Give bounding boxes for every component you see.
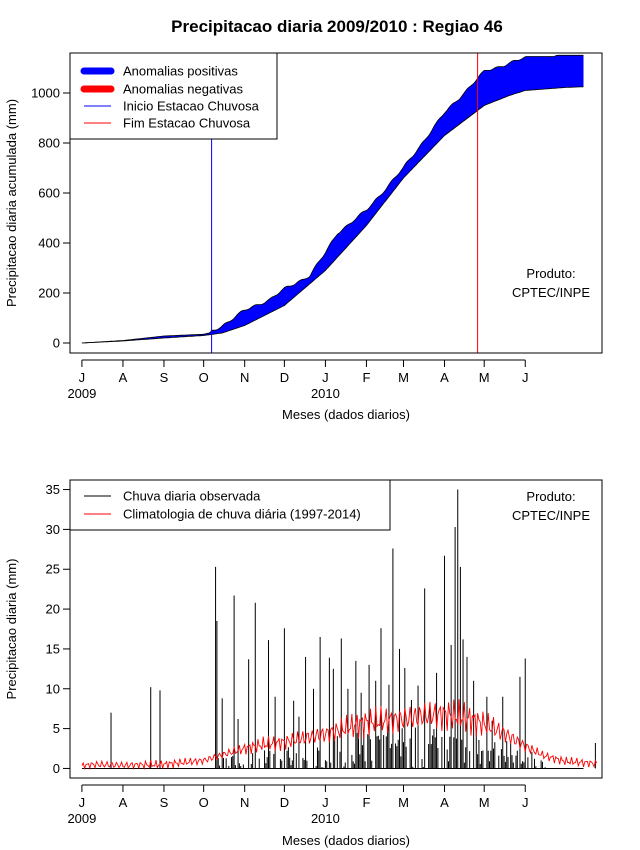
accumulated-product-label: Produto: [526, 266, 575, 281]
accumulated-y-tick-label: 0 [53, 336, 60, 351]
daily-x-tick-label: O [199, 795, 209, 810]
daily-x-tick-label: A [440, 795, 449, 810]
daily-x-tick-label: J [522, 795, 529, 810]
daily-legend-box [69, 479, 391, 531]
accumulated-y-tick-label: 1000 [31, 86, 60, 101]
accumulated-y-tick-label: 400 [38, 236, 60, 251]
accumulated-anomaly-band [81, 55, 584, 344]
accumulated-y-axis-label: Precipitacao diaria acumulada (mm) [4, 99, 19, 307]
daily-year-label: 2010 [311, 811, 340, 826]
accumulated-x-tick-label: J [79, 370, 86, 385]
accumulated-y-tick-label: 800 [38, 136, 60, 151]
daily-product-source: CPTEC/INPE [512, 508, 590, 523]
accumulated-legend-box [69, 52, 278, 140]
accumulated-x-tick-label: A [119, 370, 128, 385]
positive-anomaly-area [81, 55, 584, 344]
daily-product-label: Produto: [526, 489, 575, 504]
daily-observed-rain [81, 489, 596, 769]
accumulated-x-tick-label: A [440, 370, 449, 385]
daily-x-tick-label: A [119, 795, 128, 810]
daily-y-tick-label: 35 [46, 482, 60, 497]
accumulated-year-label: 2009 [67, 386, 96, 401]
daily-x-tick-label: M [398, 795, 409, 810]
accumulated-plot-frame [69, 52, 603, 354]
daily-x-tick-label: M [479, 795, 490, 810]
climatology-cumulative-line [81, 86, 584, 344]
daily-x-tick-label: N [240, 795, 249, 810]
accumulated-x-tick-label: J [322, 370, 329, 385]
daily-y-tick-label: 15 [46, 641, 60, 656]
daily-y-axis-label: Precipitacao diaria (mm) [4, 559, 19, 700]
accumulated-y-tick-label: 200 [38, 286, 60, 301]
legend-label-positive-anomaly: Anomalias positivas [123, 64, 238, 79]
accumulated-x-tick-label: M [398, 370, 409, 385]
daily-x-tick-label: J [322, 795, 329, 810]
daily-legend: Chuva diaria observada Climatologia de c… [69, 479, 391, 531]
legend-label-climatology: Climatologia de chuva diária (1997-2014) [123, 507, 361, 522]
daily-y-tick-label: 25 [46, 562, 60, 577]
daily-y-tick-label: 0 [53, 761, 60, 776]
daily-x-axis-label: Meses (dados diarios) [282, 833, 410, 848]
daily-y-tick-label: 30 [46, 522, 60, 537]
accumulated-year-label: 2010 [311, 386, 340, 401]
daily-year-label: 2009 [67, 811, 96, 826]
accumulated-x-tick-label: N [240, 370, 249, 385]
daily-y-tick-label: 10 [46, 681, 60, 696]
daily-x-tick-label: J [79, 795, 86, 810]
legend-label-observed: Chuva diaria observada [123, 489, 261, 504]
daily-y-tick-label: 5 [53, 721, 60, 736]
accumulated-x-tick-label: S [160, 370, 169, 385]
daily-x-tick-label: F [362, 795, 370, 810]
legend-label-negative-anomaly: Anomalias negativas [123, 82, 243, 97]
daily-x-tick-label: S [160, 795, 169, 810]
legend-label-season-end: Fim Estacao Chuvosa [123, 116, 251, 131]
accumulated-x-tick-label: O [199, 370, 209, 385]
accumulated-y-tick-label: 600 [38, 186, 60, 201]
daily-x-tick-label: D [280, 795, 289, 810]
daily-y-tick-label: 20 [46, 602, 60, 617]
accumulated-x-axis-label: Meses (dados diarios) [282, 407, 410, 422]
accumulated-product-source: CPTEC/INPE [512, 285, 590, 300]
accumulated-x-tick-label: D [280, 370, 289, 385]
accumulated-x-tick-label: F [362, 370, 370, 385]
accumulated-x-tick-label: J [522, 370, 529, 385]
legend-label-season-start: Inicio Estacao Chuvosa [123, 99, 260, 114]
observed-cumulative-line [81, 54, 584, 344]
accumulated-legend: Anomalias positivas Anomalias negativas … [69, 52, 278, 140]
daily-climatology [81, 699, 598, 771]
figure-title: Precipitacao diaria 2009/2010 : Regiao 4… [171, 17, 503, 36]
accumulated-x-tick-label: M [479, 370, 490, 385]
climatology-daily-line [81, 699, 598, 771]
